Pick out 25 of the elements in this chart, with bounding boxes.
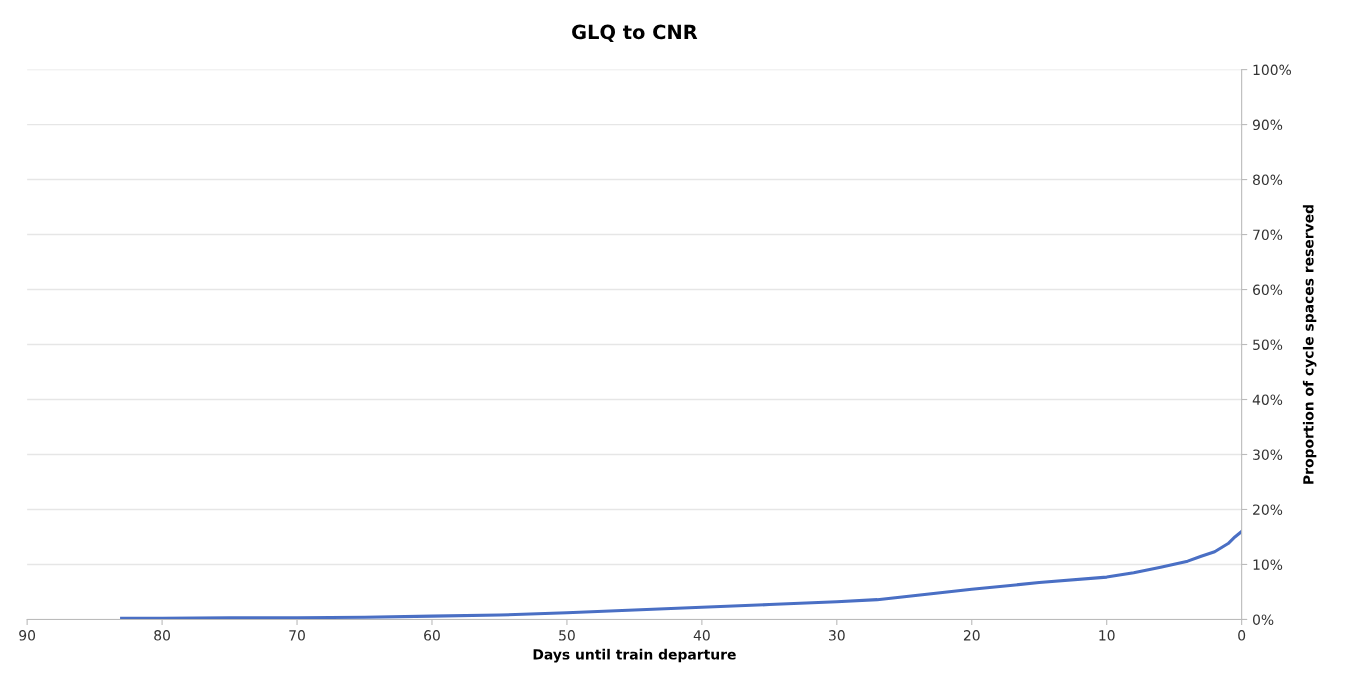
x-tick-label: 40 [693,630,710,641]
y-tick-label: 70% [1253,229,1283,241]
y-tick-label: 40% [1252,394,1283,405]
x-tick-label: 60 [424,630,440,641]
x-axis-title: Days until train departure [533,648,736,663]
x-tick-label: 10 [1099,630,1115,641]
y-tick-label: 60% [1253,284,1283,296]
y-tick-label: 0% [1252,614,1274,625]
x-tick-label: 30 [829,630,845,641]
x-tick-label: 20 [963,630,980,641]
x-tick-label: 70 [289,630,305,641]
y-tick-label: 50% [1253,339,1283,350]
y-tick-label: 90% [1252,119,1283,131]
x-tick-label: 80 [154,630,170,641]
y-axis-title: Proportion of cycle spaces reserved [1302,205,1317,484]
line-series [120,529,1242,620]
x-tick-label: 50 [559,630,575,641]
y-tick-label: 80% [1253,174,1283,186]
y-tick-label: 100% [1253,64,1292,76]
y-tick-label: 30% [1253,449,1283,460]
y-tick-label: 10% [1253,559,1283,570]
chart-title: GLQ to CNR [572,24,698,42]
x-tick-label: 90 [19,630,36,641]
x-tick-label: 0 [1238,630,1246,641]
y-tick-label: 20% [1253,504,1283,515]
